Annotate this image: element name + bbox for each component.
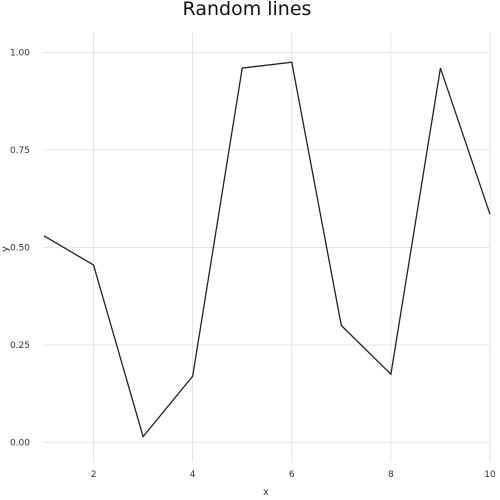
- x-axis-label: x: [263, 487, 269, 498]
- x-tick-label: 4: [190, 470, 196, 480]
- tick-label-layer: 2 4 6 8 10 0.00 0.25 0.50 0.75 1.00: [10, 49, 496, 481]
- chart-title: Random lines: [183, 0, 312, 20]
- y-tick-label: 1.00: [10, 49, 30, 59]
- x-tick-label: 8: [388, 470, 394, 480]
- x-tick-label: 6: [289, 470, 295, 480]
- y-tick-label: 0.75: [10, 146, 30, 156]
- x-tick-label: 10: [484, 470, 496, 480]
- series-layer: [43, 61, 491, 439]
- y-axis-label: y: [0, 246, 11, 252]
- grid-layer: [44, 33, 491, 462]
- y-tick-label: 0.50: [10, 244, 30, 254]
- series-line: [43, 61, 491, 439]
- x-tick-label: 2: [91, 470, 97, 480]
- y-tick-label: 0.00: [10, 439, 30, 449]
- y-tick-label: 0.25: [10, 341, 30, 351]
